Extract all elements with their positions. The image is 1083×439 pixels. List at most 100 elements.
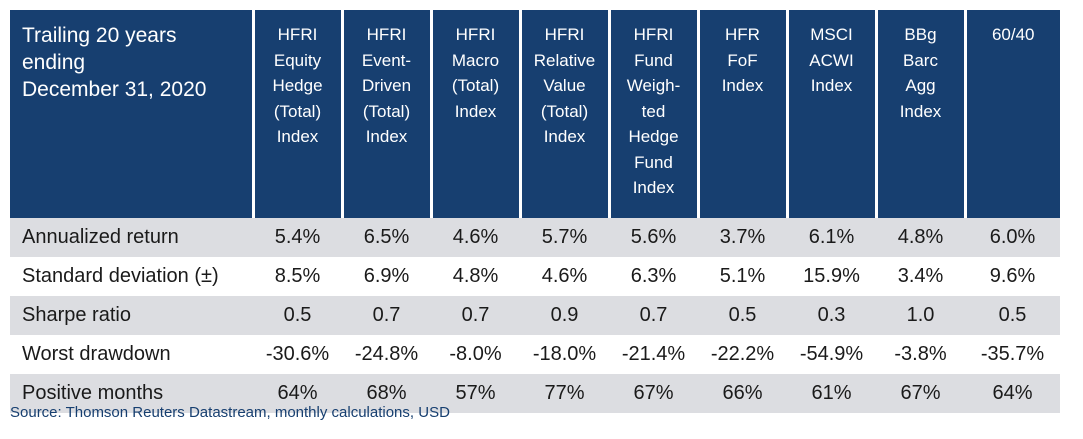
table-cell: 1.0 xyxy=(876,296,965,335)
column-header-line: MSCI xyxy=(810,25,853,44)
column-header: BBg Barc Agg Index xyxy=(876,10,967,218)
table-cell: 0.5 xyxy=(965,296,1060,335)
table-cell: 68% xyxy=(342,374,431,413)
table-cell: -24.8% xyxy=(342,335,431,374)
table-cell: 0.3 xyxy=(787,296,876,335)
table-row: Standard deviation (±) 8.5% 6.9% 4.8% 4.6% 6.… xyxy=(10,257,1060,296)
table-cell: 0.5 xyxy=(698,296,787,335)
table-cell: 0.7 xyxy=(342,296,431,335)
column-header-line: Fund xyxy=(634,50,673,70)
table-cell: 64% xyxy=(965,374,1060,413)
table-cell: 3.4% xyxy=(876,257,965,296)
column-header-line: (Total) xyxy=(362,101,411,121)
table-cell: 6.5% xyxy=(342,218,431,257)
column-header: HFRI Fund Weigh-ted Hedge Fund Index xyxy=(609,10,700,218)
table-cell: 8.5% xyxy=(253,257,342,296)
table-cell: -22.2% xyxy=(698,335,787,374)
column-header-line: Value xyxy=(543,76,586,95)
table-cell: -30.6% xyxy=(253,335,342,374)
table-cell: 3.7% xyxy=(698,218,787,257)
column-header-line: HFRI xyxy=(633,25,674,44)
row-label: Standard deviation (±) xyxy=(10,257,253,296)
column-header-line: Relative xyxy=(533,50,596,70)
column-header: 60/40 xyxy=(965,10,1060,218)
corner-header-line: December 31, 2020 xyxy=(22,78,207,101)
table-cell: -54.9% xyxy=(787,335,876,374)
table-cell: 61% xyxy=(787,374,876,413)
table-cell: 5.6% xyxy=(609,218,698,257)
table-cell: 4.6% xyxy=(520,257,609,296)
table-cell: -21.4% xyxy=(609,335,698,374)
column-header: HFR FoF Index xyxy=(698,10,789,218)
column-header: HFRI Event- Driven (Total) Index xyxy=(342,10,433,218)
column-header-line: Hedge xyxy=(628,127,679,146)
table-cell: 5.7% xyxy=(520,218,609,257)
table-row: Sharpe ratio 0.5 0.7 0.7 0.9 0.7 0.5 0.3 1.0 0.5 xyxy=(10,296,1060,335)
column-header-line: BBg xyxy=(904,25,937,44)
column-header: HFRI Relative Value (Total) Index xyxy=(520,10,611,218)
table-cell: -35.7% xyxy=(965,335,1060,374)
table-cell: 0.9 xyxy=(520,296,609,335)
column-header-line: HFR xyxy=(725,25,760,44)
column-header-line: ACWI xyxy=(809,50,854,70)
column-header-line: Index xyxy=(632,178,675,197)
column-header-line: Index xyxy=(810,76,853,95)
table-cell: 77% xyxy=(520,374,609,413)
table-row: Worst drawdown -30.6% -24.8% -8.0% -18.0% -21… xyxy=(10,335,1060,374)
column-header-line: Index xyxy=(543,127,586,146)
column-header: HFRI Macro (Total) Index xyxy=(431,10,522,218)
table-row: Positive months 64% 68% 57% 77% 67% 66% 61% 67% 6… xyxy=(10,374,1060,413)
column-header-line: Index xyxy=(721,76,764,95)
corner-header-line: Trailing 20 years xyxy=(22,24,177,47)
table-row: Annualized return 5.4% 6.5% 4.6% 5.7% 5.6% 3.7… xyxy=(10,218,1060,257)
column-header-line: Equity xyxy=(273,50,322,70)
column-header-line: Barc xyxy=(903,50,938,70)
table-cell: 0.7 xyxy=(609,296,698,335)
column-header-line: (Total) xyxy=(540,101,589,121)
row-label: Annualized return xyxy=(10,218,253,257)
column-header-line: HFRI xyxy=(277,25,318,44)
row-label: Positive months xyxy=(10,374,253,413)
table-cell: 4.8% xyxy=(876,218,965,257)
column-header-line: (Total) xyxy=(273,101,322,121)
corner-header-line: ending xyxy=(22,51,86,74)
column-header-line: Index xyxy=(276,127,319,146)
source-note: Source: Thomson Reuters Datastream, mont… xyxy=(10,404,450,421)
table-cell: 5.4% xyxy=(253,218,342,257)
column-header-line: Macro xyxy=(451,50,500,70)
column-header-line: ted xyxy=(641,101,666,121)
column-header-line: Driven xyxy=(361,76,412,95)
table-cell: 6.9% xyxy=(342,257,431,296)
column-header-line: HFRI xyxy=(455,25,496,44)
table-cell: 6.0% xyxy=(965,218,1060,257)
table-cell: 67% xyxy=(609,374,698,413)
column-header-line: Agg xyxy=(905,76,936,95)
header-row: Trailing 20 years ending December 31, 20… xyxy=(10,10,1060,218)
column-header-line: Weigh- xyxy=(626,76,681,95)
column-header-line: Index xyxy=(899,101,942,121)
column-header-line: HFRI xyxy=(366,25,407,44)
data-table-container: Trailing 20 years ending December 31, 20… xyxy=(10,10,1060,413)
table-cell: -18.0% xyxy=(520,335,609,374)
table-cell: 4.6% xyxy=(431,218,520,257)
table-cell: 15.9% xyxy=(787,257,876,296)
table-body: Annualized return 5.4% 6.5% 4.6% 5.7% 5.6% 3.7… xyxy=(10,218,1060,413)
table-cell: 67% xyxy=(876,374,965,413)
table-cell: 0.7 xyxy=(431,296,520,335)
column-header-line: Fund xyxy=(634,152,673,172)
column-header-line: Index xyxy=(365,127,408,146)
column-header-line: Event- xyxy=(361,50,412,70)
row-label: Sharpe ratio xyxy=(10,296,253,335)
table-cell: 6.3% xyxy=(609,257,698,296)
table-cell: 57% xyxy=(431,374,520,413)
table-cell: 6.1% xyxy=(787,218,876,257)
table-cell: 9.6% xyxy=(965,257,1060,296)
column-header: HFRI Equity Hedge (Total) Index xyxy=(253,10,344,218)
column-header: MSCI ACWI Index xyxy=(787,10,878,218)
column-header-line: HFRI xyxy=(544,25,585,44)
table-cell: 0.5 xyxy=(253,296,342,335)
table-cell: -3.8% xyxy=(876,335,965,374)
column-header-line: 60/40 xyxy=(991,25,1035,44)
table-cell: -8.0% xyxy=(431,335,520,374)
column-header-line: Index xyxy=(454,101,497,121)
